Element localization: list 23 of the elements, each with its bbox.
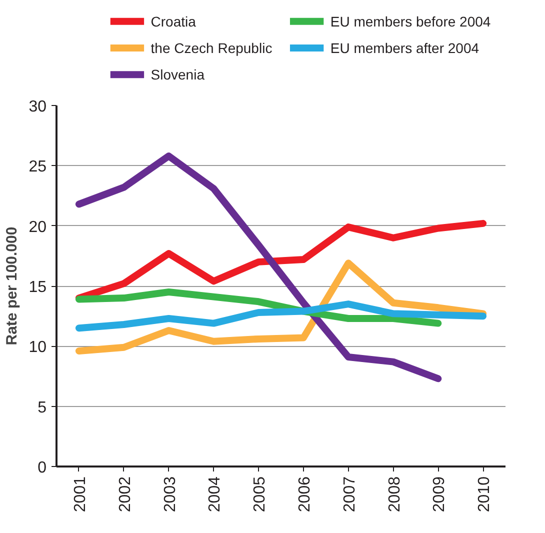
legend-label: EU members after 2004 [330,40,480,56]
y-tick-label: 5 [38,399,47,416]
x-tick-label: 2006 [296,476,314,512]
y-tick-label: 15 [28,279,47,296]
y-tick-label: 20 [28,218,47,236]
y-tick-label: 0 [38,460,47,476]
x-tick-label: 2003 [162,476,179,512]
y-axis-title: Rate per 100.000 [4,226,21,346]
legend-label: EU members before 2004 [330,13,491,30]
y-tick-label: 25 [28,158,47,176]
y-tick-label: 10 [28,339,47,356]
legend-label: Slovenia [150,66,205,83]
x-tick-label: 2009 [431,476,448,512]
x-tick-label: 2005 [252,476,269,512]
x-tick-label: 2001 [72,476,89,512]
x-tick-label: 2007 [341,476,358,512]
legend-label: the Czech Republic [150,40,272,56]
x-tick-label: 2010 [476,476,494,512]
y-tick-label: 30 [28,98,47,116]
legend-label: Croatia [150,13,196,30]
x-tick-label: 2002 [116,476,134,512]
x-tick-label: 2008 [386,476,404,512]
x-tick-label: 2004 [206,476,224,512]
